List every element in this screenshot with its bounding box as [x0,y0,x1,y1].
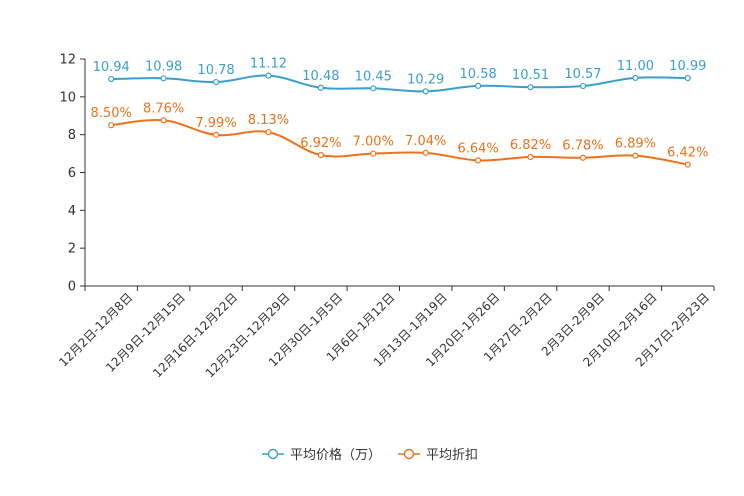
data-point[interactable] [422,88,429,95]
data-label: 6.42% [667,146,708,161]
data-point[interactable] [265,72,272,79]
data-point[interactable] [632,152,639,159]
series-1: 8.50% 8.76% 7.99% 8.13% 6.92% 7.00% 7.04% 6.64%… [91,101,708,168]
data-point[interactable] [108,122,115,129]
data-point[interactable] [475,82,482,89]
data-point[interactable] [632,74,639,82]
data-label: 10.94 [93,60,130,75]
data-point[interactable] [212,131,220,138]
data-label: 6.89% [615,137,656,152]
data-label: 8.76% [143,101,184,116]
y-tick-label: 12 [59,53,76,68]
y-tick-label: 8 [68,128,76,143]
data-label: 10.29 [407,72,444,87]
data-point[interactable] [265,129,272,136]
data-label: 10.48 [302,69,339,84]
data-point[interactable] [370,85,377,92]
legend-label: 平均折扣 [426,448,478,463]
data-label: 7.00% [353,135,394,150]
axes [84,59,714,287]
data-label: 6.92% [300,136,341,151]
series-0: 10.94 10.98 10.78 11.12 10.48 10.45 10.29 10.58… [93,57,706,95]
data-label: 8.13% [248,113,289,128]
data-label: 10.45 [355,69,392,84]
data-point[interactable] [527,84,534,91]
data-point[interactable] [212,78,220,86]
data-label: 6.78% [562,139,603,154]
data-point[interactable] [527,153,534,161]
data-label: 11.00 [617,59,654,74]
data-point[interactable] [370,150,377,157]
y-axis-ticks: 0 2 4 6 8 10 12 [59,53,85,295]
data-point[interactable] [422,149,429,156]
data-label: 11.12 [250,57,287,72]
data-label: 10.99 [669,59,706,74]
y-tick-label: 4 [68,204,76,219]
legend-item-0[interactable]: 平均价格（万） [262,447,381,463]
data-label: 8.50% [91,106,132,121]
legend-circle-icon [267,448,279,460]
data-point[interactable] [684,75,691,82]
legend-label: 平均价格（万） [290,447,381,463]
data-point[interactable] [475,157,482,164]
y-tick-label: 6 [68,166,76,181]
data-label: 10.58 [460,67,497,82]
data-point[interactable] [317,151,324,159]
data-point[interactable] [579,154,587,161]
y-tick-label: 10 [59,90,76,105]
series-line [111,74,688,93]
legend-item-1[interactable]: 平均折扣 [398,448,478,463]
x-axis-ticks: 12月2日-12月8日12月9日-12月15日12月16日-12月22日12月2… [56,286,715,380]
legend-circle-icon [403,448,415,460]
series-group: 10.94 10.98 10.78 11.12 10.48 10.45 10.29 10.58… [91,57,708,168]
data-label: 6.64% [457,141,498,156]
data-label: 10.51 [512,68,549,83]
data-point[interactable] [108,75,115,83]
data-label: 10.98 [145,59,182,74]
data-point[interactable] [160,117,167,124]
y-tick-label: 2 [68,242,76,257]
data-point[interactable] [317,84,324,91]
data-label: 7.99% [195,116,236,131]
data-label: 10.78 [197,63,234,78]
data-label: 6.82% [510,138,551,153]
data-point[interactable] [579,82,587,90]
legend[interactable]: 平均价格（万） 平均折扣 [262,447,478,463]
data-label: 7.04% [405,134,446,149]
data-point[interactable] [160,75,167,82]
series-line [111,118,688,166]
data-label: 10.57 [564,67,601,82]
data-point[interactable] [684,161,691,168]
y-tick-label: 0 [68,280,76,295]
